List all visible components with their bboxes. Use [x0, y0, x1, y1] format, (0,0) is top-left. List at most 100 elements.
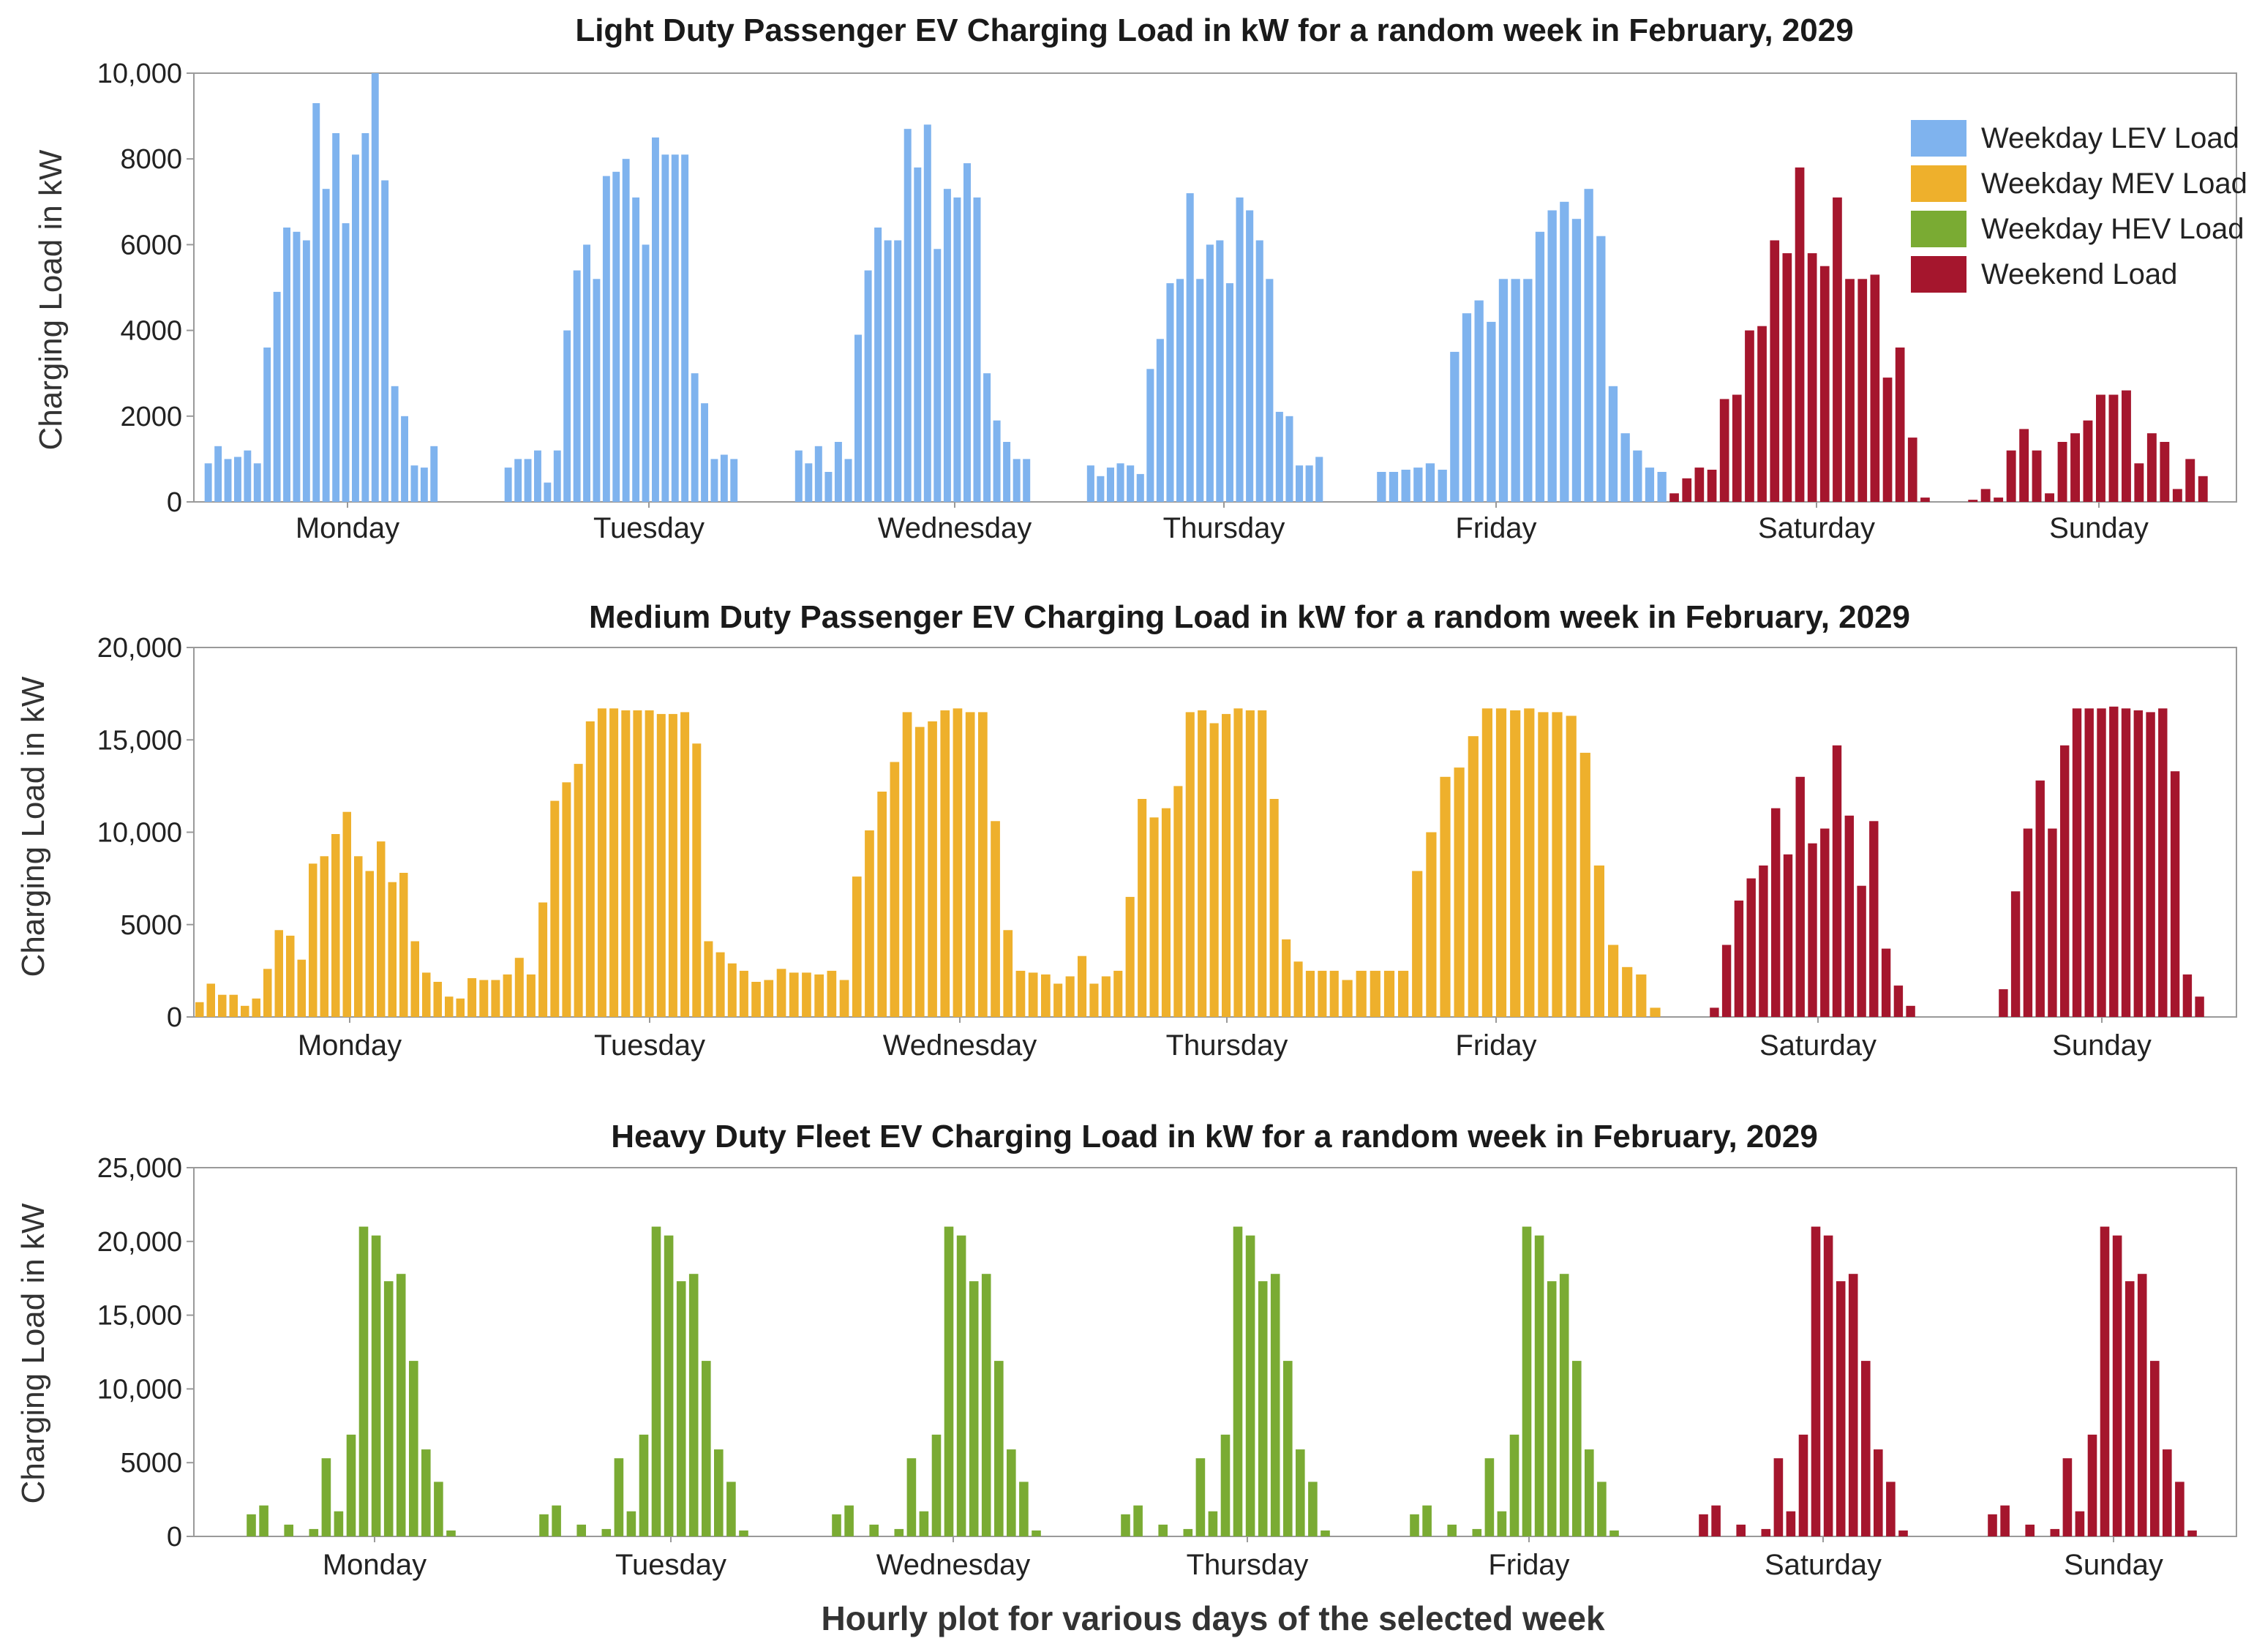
medium-duty-bar-wednesday-15: [940, 710, 950, 1017]
medium-duty-bar-tuesday-19: [692, 743, 702, 1017]
medium-duty-y-tick-label: 15,000: [97, 725, 182, 756]
light-duty-bar-tuesday-6: [563, 330, 571, 502]
heavy-duty-bar-sunday-14: [2163, 1449, 2172, 1536]
light-duty-bar-saturday-17: [1882, 378, 1893, 502]
heavy-duty-bar-monday-8: [346, 1434, 356, 1536]
heavy-duty-bar-tuesday-12: [688, 1274, 699, 1536]
light-duty-day-label-sunday: Sunday: [2049, 512, 2149, 544]
light-duty-bar-wednesday-1: [805, 463, 813, 502]
heavy-duty-bar-monday-3: [284, 1524, 293, 1536]
light-duty-bar-sunday-0: [1968, 500, 1978, 502]
medium-duty-bar-thursday-4: [1101, 976, 1111, 1017]
light-duty-bar-wednesday-19: [983, 373, 991, 502]
medium-duty-bar-monday-13: [342, 811, 351, 1017]
light-duty-bar-wednesday-16: [953, 197, 961, 502]
light-duty-bar-thursday-3: [1116, 463, 1124, 502]
heavy-duty-bar-sunday-3: [2025, 1524, 2035, 1536]
light-duty-bar-tuesday-23: [730, 459, 738, 502]
medium-duty-bar-friday-6: [1426, 832, 1437, 1017]
light-duty-bar-monday-1: [214, 446, 222, 502]
x-axis-label: Hourly plot for various days of the sele…: [821, 1599, 1604, 1637]
medium-duty-bar-tuesday-9: [574, 764, 583, 1017]
light-duty-bar-monday-16: [361, 133, 369, 502]
heavy-duty-day-label-friday: Friday: [1488, 1549, 1569, 1581]
light-duty-bar-thursday-1: [1097, 476, 1105, 502]
light-duty-day-label-monday: Monday: [296, 512, 399, 544]
medium-duty-bar-tuesday-2: [491, 980, 500, 1017]
light-duty-day-label-friday: Friday: [1455, 512, 1536, 544]
heavy-duty-bar-tuesday-7: [626, 1511, 636, 1536]
heavy-duty-bar-wednesday-5: [894, 1528, 904, 1536]
light-duty-bar-sunday-15: [2160, 442, 2170, 502]
medium-duty-y-tick-label: 5000: [120, 910, 182, 941]
medium-duty-bar-wednesday-11: [890, 762, 900, 1017]
legend-swatch-weekday-lev-load: [1911, 120, 1966, 157]
medium-duty-bar-wednesday-3: [789, 972, 799, 1017]
heavy-duty-bar-monday-9: [358, 1226, 369, 1536]
light-duty-bar-saturday-4: [1719, 399, 1729, 502]
light-duty-bar-saturday-18: [1895, 348, 1905, 502]
heavy-duty-bar-thursday-5: [1183, 1528, 1193, 1536]
medium-duty-bar-friday-3: [1383, 970, 1395, 1017]
light-duty-bar-thursday-12: [1206, 244, 1214, 502]
medium-duty-bar-thursday-21: [1305, 970, 1315, 1017]
light-duty-bar-friday-3: [1413, 468, 1423, 502]
medium-duty-bar-wednesday-5: [814, 974, 824, 1017]
light-duty-plot-area: [193, 72, 2237, 503]
heavy-duty-bar-monday-16: [446, 1530, 456, 1536]
heavy-duty-bar-wednesday-9: [944, 1226, 954, 1536]
heavy-duty-bar-wednesday-1: [844, 1505, 854, 1536]
heavy-duty-bar-friday-3: [1447, 1524, 1457, 1536]
light-duty-day-label-wednesday: Wednesday: [878, 512, 1032, 544]
medium-duty-bar-friday-5: [1412, 871, 1423, 1017]
light-duty-bar-friday-21: [1633, 450, 1642, 502]
light-duty-bar-tuesday-18: [681, 154, 689, 503]
medium-duty-bar-saturday-14: [1881, 948, 1891, 1017]
heavy-duty-y-tick-label: 0: [167, 1522, 182, 1552]
light-duty-bar-sunday-8: [2070, 433, 2080, 502]
medium-duty-bar-tuesday-20: [704, 941, 713, 1017]
heavy-duty-bar-sunday-10: [2112, 1235, 2122, 1536]
light-duty-chart: Light Duty Passenger EV Charging Load in…: [33, 12, 2247, 544]
heavy-duty-bar-monday-7: [334, 1511, 344, 1536]
heavy-duty-bar-sunday-13: [2150, 1361, 2160, 1536]
heavy-duty-bar-thursday-7: [1208, 1511, 1218, 1536]
light-duty-bar-tuesday-10: [602, 176, 610, 502]
medium-duty-bar-thursday-6: [1125, 896, 1135, 1017]
heavy-duty-bar-monday-10: [371, 1235, 381, 1536]
light-duty-bar-sunday-17: [2185, 459, 2195, 502]
medium-duty-y-tick-label: 0: [167, 1002, 182, 1033]
medium-duty-bar-friday-22: [1650, 1007, 1661, 1017]
light-duty-bar-sunday-12: [2122, 390, 2131, 502]
light-duty-bar-saturday-0: [1669, 493, 1679, 502]
heavy-duty-bar-friday-9: [1522, 1226, 1532, 1536]
heavy-duty-day-label-sunday: Sunday: [2064, 1549, 2163, 1581]
medium-duty-bar-friday-11: [1495, 708, 1507, 1017]
heavy-duty-bar-saturday-16: [1898, 1530, 1908, 1536]
medium-duty-day-labels: Monday Tuesday Wednesday Thursday Friday Satu…: [298, 1017, 2152, 1062]
light-duty-bar-wednesday-3: [824, 472, 833, 502]
heavy-duty-bar-saturday-13: [1861, 1361, 1871, 1536]
medium-duty-bar-saturday-12: [1857, 885, 1866, 1017]
light-duty-bar-monday-14: [342, 223, 350, 502]
medium-duty-bar-monday-3: [229, 994, 238, 1017]
light-duty-bar-saturday-3: [1707, 470, 1717, 502]
heavy-duty-bar-saturday-10: [1823, 1235, 1833, 1536]
light-duty-bar-saturday-7: [1757, 326, 1767, 502]
light-duty-bar-wednesday-2: [814, 446, 822, 502]
medium-duty-bar-saturday-10: [1832, 745, 1842, 1017]
light-duty-bar-wednesday-0: [794, 450, 803, 502]
light-duty-bar-saturday-6: [1745, 330, 1754, 502]
heavy-duty-bar-tuesday-3: [576, 1524, 586, 1536]
heavy-duty-bar-saturday-6: [1773, 1458, 1784, 1536]
light-duty-bar-wednesday-11: [904, 129, 912, 502]
medium-duty-bar-monday-1: [206, 983, 215, 1017]
medium-duty-bars: [195, 706, 2204, 1018]
heavy-duty-bar-monday-11: [383, 1281, 394, 1536]
light-duty-bar-monday-19: [391, 386, 399, 502]
medium-duty-bar-thursday-0: [1053, 983, 1063, 1017]
light-duty-y-tick-label: 8000: [120, 144, 182, 175]
heavy-duty-bar-sunday-11: [2125, 1281, 2135, 1536]
heavy-duty-bar-tuesday-11: [676, 1281, 686, 1536]
heavy-duty-bar-tuesday-5: [601, 1528, 612, 1536]
